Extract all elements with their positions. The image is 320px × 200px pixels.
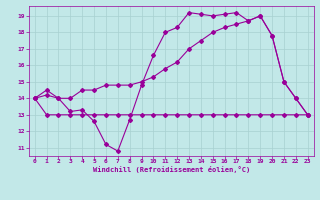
X-axis label: Windchill (Refroidissement éolien,°C): Windchill (Refroidissement éolien,°C) bbox=[92, 166, 250, 173]
